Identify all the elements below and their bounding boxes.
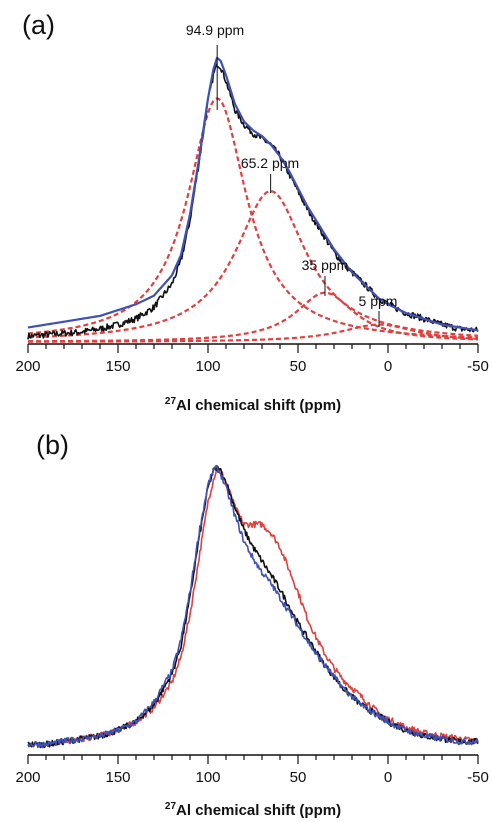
tick-label-a: -50 — [467, 358, 489, 375]
x-axis-text-a: Al chemical shift (ppm) — [176, 397, 341, 414]
tick-label-b: 0 — [384, 769, 392, 786]
tick-label-b: 150 — [105, 769, 130, 786]
panel-label-a: (a) — [22, 10, 55, 40]
tick-label-a: 150 — [105, 358, 130, 375]
series-group-a — [27, 56, 479, 340]
annotations-a: 94.9 ppm 65.2 ppm 35 ppm 5 ppm — [186, 22, 398, 327]
x-axis-title-a: 27Al chemical shift (ppm) — [165, 396, 341, 414]
x-axis-sup-b: 27 — [165, 801, 177, 812]
series-group-b — [27, 464, 479, 749]
annotation-label-2: 35 ppm — [302, 257, 349, 273]
x-axis-text-b: Al chemical shift (ppm) — [176, 802, 341, 819]
panel-a: (a) 94.9 ppm 65.2 ppm 35 ppm 5 ppm 200 150 10… — [15, 10, 488, 414]
series-line-b-1 — [27, 465, 479, 749]
tick-label-b: 200 — [15, 769, 40, 786]
x-ticks-a: 200 150 100 50 0 -50 — [15, 344, 489, 375]
annotation-label-3: 5 ppm — [359, 293, 398, 309]
series-line-b-2 — [27, 464, 479, 749]
series-line-a-1 — [27, 56, 479, 332]
tick-label-a: 0 — [384, 358, 392, 375]
series-line-a-0 — [27, 63, 479, 340]
panel-label-b: (b) — [36, 430, 69, 460]
tick-label-b: 50 — [290, 769, 307, 786]
tick-label-a: 200 — [15, 358, 40, 375]
tick-label-b: 100 — [195, 769, 220, 786]
series-line-b-0 — [27, 466, 479, 748]
annotation-label-0: 94.9 ppm — [186, 22, 244, 38]
fit-components-a — [27, 97, 479, 343]
x-ticks-b: 200 150 100 50 0 -50 — [15, 755, 489, 786]
tick-label-a: 100 — [195, 358, 220, 375]
fit-component-0 — [27, 97, 479, 339]
tick-label-b: -50 — [467, 769, 489, 786]
x-axis-sup-a: 27 — [165, 396, 177, 407]
tick-label-a: 50 — [290, 358, 307, 375]
panel-b: (b) 200 150 100 50 0 -50 27Al chemical shift … — [15, 430, 488, 819]
x-axis-title-b: 27Al chemical shift (ppm) — [165, 801, 341, 819]
annotation-label-1: 65.2 ppm — [241, 155, 299, 171]
fit-component-3 — [27, 323, 479, 343]
